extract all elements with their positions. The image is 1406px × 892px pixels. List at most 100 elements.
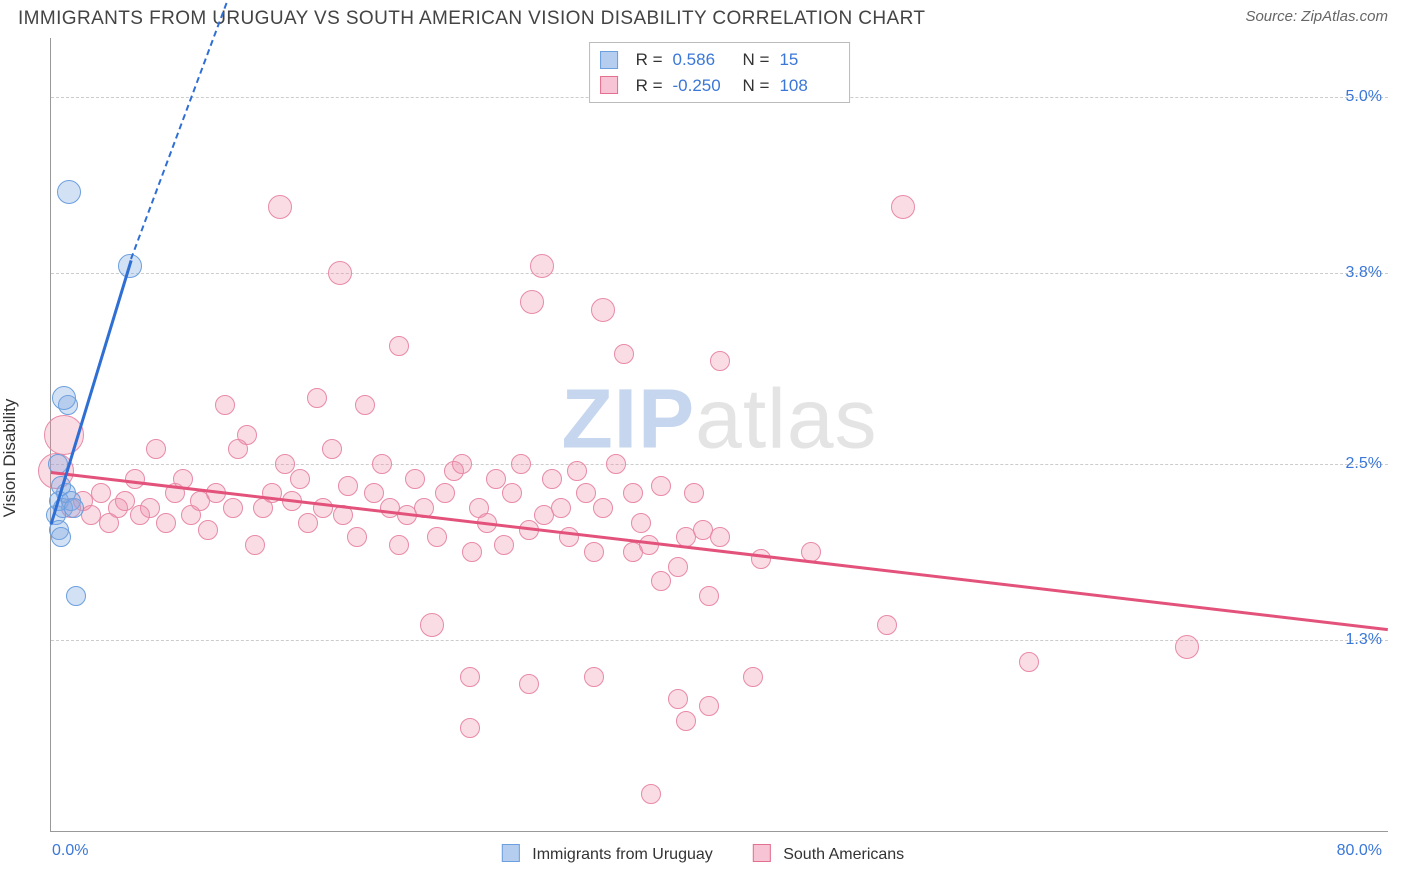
sa-point [530, 254, 554, 278]
sa-point [364, 483, 384, 503]
chart-area: Vision Disability ZIPatlas R = 0.586 N =… [18, 38, 1388, 878]
sa-point [891, 195, 915, 219]
sa-point [198, 520, 218, 540]
sa-point [338, 476, 358, 496]
sa-point [268, 195, 292, 219]
sa-point [699, 586, 719, 606]
sa-point [584, 667, 604, 687]
uruguay-swatch-icon [600, 51, 618, 69]
sa-point [542, 469, 562, 489]
uruguay-n-value: 15 [779, 47, 839, 73]
sa-point [328, 261, 352, 285]
watermark: ZIPatlas [561, 370, 877, 467]
sa-point [502, 483, 522, 503]
uruguay-swatch-icon [502, 844, 520, 862]
n-label: N = [743, 47, 770, 73]
sa-point [452, 454, 472, 474]
sa-point [307, 388, 327, 408]
n-label: N = [743, 73, 770, 99]
y-tick-label: 3.8% [1346, 264, 1382, 282]
sa-point [460, 667, 480, 687]
source-label: Source: ZipAtlas.com [1245, 8, 1388, 25]
sa-point [462, 542, 482, 562]
r-label: R = [636, 47, 663, 73]
sa-point [460, 718, 480, 738]
sa-point [751, 549, 771, 569]
sa-point [156, 513, 176, 533]
uruguay-point [52, 386, 76, 410]
sa-point [389, 535, 409, 555]
sa-point [743, 667, 763, 687]
sa-point [668, 557, 688, 577]
sa-point [593, 498, 613, 518]
uruguay-point [57, 180, 81, 204]
sa-point [623, 483, 643, 503]
sa-n-value: 108 [779, 73, 839, 99]
sa-point [551, 498, 571, 518]
legend-item-uruguay: Immigrants from Uruguay [502, 844, 713, 864]
sa-point [298, 513, 318, 533]
sa-point [606, 454, 626, 474]
y-tick-label: 1.3% [1346, 631, 1382, 649]
y-axis-label: Vision Disability [0, 399, 20, 518]
trend-line [130, 0, 269, 260]
sa-point [347, 527, 367, 547]
sa-point [245, 535, 265, 555]
uruguay-label: Immigrants from Uruguay [532, 846, 713, 863]
x-axis-min: 0.0% [52, 842, 88, 860]
x-axis-max: 80.0% [1337, 842, 1382, 860]
sa-point [668, 689, 688, 709]
sa-point [372, 454, 392, 474]
sa-point [313, 498, 333, 518]
sa-point [420, 613, 444, 637]
plot-region: ZIPatlas R = 0.586 N = 15 R = -0.250 N =… [50, 38, 1388, 832]
sa-point [576, 483, 596, 503]
sa-swatch-icon [600, 76, 618, 94]
sa-point [91, 483, 111, 503]
sa-point [710, 527, 730, 547]
sa-point [710, 351, 730, 371]
sa-point [223, 498, 243, 518]
sa-point [567, 461, 587, 481]
sa-point [146, 439, 166, 459]
uruguay-point [51, 527, 71, 547]
legend-item-sa: South Americans [753, 844, 904, 864]
sa-point [355, 395, 375, 415]
sa-point [614, 344, 634, 364]
gridline [51, 464, 1388, 465]
uruguay-point [66, 586, 86, 606]
sa-point [511, 454, 531, 474]
sa-point [290, 469, 310, 489]
sa-point [125, 469, 145, 489]
sa-point [389, 336, 409, 356]
sa-point [494, 535, 514, 555]
y-tick-label: 5.0% [1346, 88, 1382, 106]
series-legend: Immigrants from Uruguay South Americans [502, 844, 904, 864]
gridline [51, 273, 1388, 274]
sa-point [140, 498, 160, 518]
sa-point [322, 439, 342, 459]
sa-point [1019, 652, 1039, 672]
sa-point [699, 696, 719, 716]
uruguay-r-value: 0.586 [673, 47, 733, 73]
r-label: R = [636, 73, 663, 99]
sa-point [651, 571, 671, 591]
sa-point [641, 784, 661, 804]
sa-point [584, 542, 604, 562]
sa-point [237, 425, 257, 445]
sa-point [520, 290, 544, 314]
sa-point [405, 469, 425, 489]
sa-point [427, 527, 447, 547]
sa-label: South Americans [783, 846, 904, 863]
sa-point [215, 395, 235, 415]
sa-point [684, 483, 704, 503]
sa-point [631, 513, 651, 533]
sa-swatch-icon [753, 844, 771, 862]
sa-point [519, 674, 539, 694]
sa-point [486, 469, 506, 489]
sa-point [877, 615, 897, 635]
sa-point [591, 298, 615, 322]
uruguay-point [64, 498, 84, 518]
sa-point [651, 476, 671, 496]
sa-r-value: -0.250 [673, 73, 733, 99]
